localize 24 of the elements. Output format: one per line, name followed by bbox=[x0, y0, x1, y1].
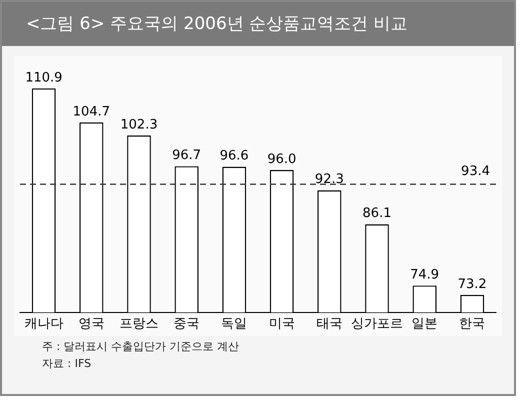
data-label: 104.7 bbox=[72, 104, 110, 120]
annotation: 자료 : IFS bbox=[42, 356, 92, 372]
data-label: 96.6 bbox=[220, 148, 249, 164]
x-tick-label: 미국 bbox=[268, 316, 295, 332]
data-label: 73.2 bbox=[458, 276, 487, 292]
ref-line-label: 93.4 bbox=[461, 164, 490, 180]
x-tick-label: 한국 bbox=[459, 316, 486, 332]
data-label: 96.7 bbox=[172, 148, 202, 164]
data-label: 92.3 bbox=[314, 172, 344, 188]
annotation: 주 : 달러표시 수출입단가 기준으로 계산 bbox=[42, 339, 240, 355]
data-label: 96.0 bbox=[267, 152, 296, 167]
data-label: 74.9 bbox=[410, 267, 440, 282]
x-tick-label: 독일 bbox=[221, 316, 248, 332]
x-tick-label: 중국 bbox=[174, 316, 200, 332]
data-label: 110.9 bbox=[25, 70, 62, 86]
data-label: 102.3 bbox=[120, 117, 158, 132]
x-tick-label: 싱가포르 bbox=[351, 316, 403, 332]
x-tick-label: 태국 bbox=[316, 316, 342, 332]
x-tick-label: 프랑스 bbox=[120, 316, 158, 332]
x-tick-label: 일본 bbox=[412, 316, 438, 332]
data-label: 86.1 bbox=[362, 206, 392, 222]
x-tick-label: 캐나다 bbox=[24, 316, 64, 332]
x-tick-label: 영국 bbox=[78, 316, 104, 332]
chart-title: <그림 6> 주요국의 2006년 순상품교역조건 비교 bbox=[2, 2, 514, 46]
